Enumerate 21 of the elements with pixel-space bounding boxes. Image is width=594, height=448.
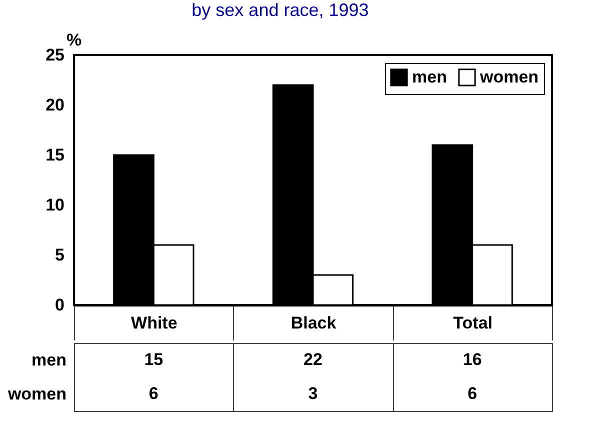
x-tick-label: White <box>131 314 178 332</box>
data-label: 15 <box>144 350 164 369</box>
text: men <box>32 350 66 370</box>
data-label: 22 <box>304 350 322 369</box>
legend-label: men <box>412 67 447 86</box>
y-tick-label: 15 <box>46 146 64 164</box>
y-tick-label: 5 <box>55 246 64 264</box>
data-label: 6 <box>148 384 158 403</box>
y-tick-label: 25 <box>46 46 64 64</box>
y-axis-title: % <box>66 30 82 50</box>
data-label: 16 <box>462 350 482 369</box>
y-tick-label: 0 <box>55 296 64 314</box>
text: women <box>8 384 66 404</box>
chart-title: by sex and race, 1993 <box>192 0 369 20</box>
data-label: 6 <box>468 384 478 403</box>
y-tick-label: 20 <box>46 96 64 114</box>
x-tick-label: Black <box>290 314 337 332</box>
data-label: 3 <box>308 384 318 403</box>
legend-label: women <box>479 67 539 86</box>
y-tick-label: 10 <box>46 196 64 214</box>
x-tick-label: Total <box>453 314 493 332</box>
